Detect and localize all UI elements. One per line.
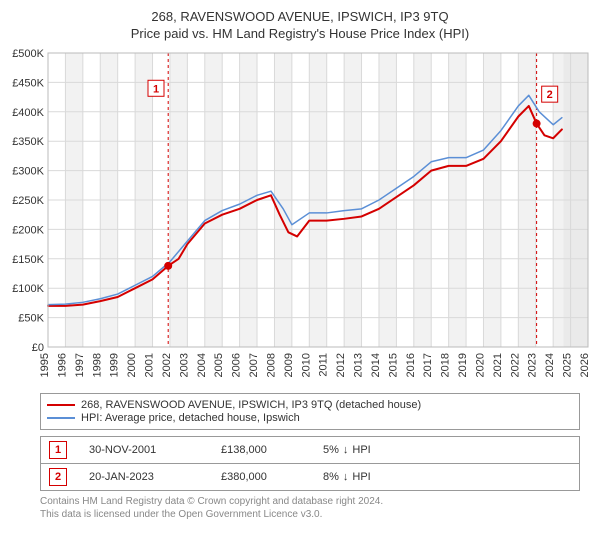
footer-attribution: Contains HM Land Registry data © Crown c… (40, 495, 580, 521)
svg-text:2001: 2001 (144, 353, 156, 377)
svg-text:2013: 2013 (353, 353, 365, 377)
legend-item: HPI: Average price, detached house, Ipsw… (47, 412, 573, 424)
svg-text:2006: 2006 (231, 353, 243, 377)
svg-text:£400K: £400K (12, 106, 44, 118)
table-row: 1 30-NOV-2001 £138,000 5% ↓ HPI (41, 437, 579, 463)
legend-item: 268, RAVENSWOOD AVENUE, IPSWICH, IP3 9TQ… (47, 399, 573, 411)
svg-text:2011: 2011 (318, 353, 330, 377)
chart-container: 268, RAVENSWOOD AVENUE, IPSWICH, IP3 9TQ… (0, 0, 600, 521)
svg-text:£500K: £500K (12, 48, 44, 60)
svg-text:£300K: £300K (12, 165, 44, 177)
down-arrow-icon: ↓ (343, 444, 349, 456)
svg-text:2008: 2008 (265, 353, 277, 377)
legend: 268, RAVENSWOOD AVENUE, IPSWICH, IP3 9TQ… (40, 393, 580, 430)
svg-text:2002: 2002 (161, 353, 173, 377)
sale-date: 30-NOV-2001 (89, 444, 199, 456)
svg-text:2020: 2020 (474, 353, 486, 377)
sale-delta: 8% ↓ HPI (323, 471, 371, 483)
svg-text:2021: 2021 (492, 353, 504, 377)
chart-title: 268, RAVENSWOOD AVENUE, IPSWICH, IP3 9TQ (0, 8, 600, 26)
svg-text:1: 1 (153, 83, 159, 95)
svg-text:2012: 2012 (335, 353, 347, 377)
svg-text:1995: 1995 (39, 353, 51, 377)
sale-price: £138,000 (221, 444, 301, 456)
svg-text:2003: 2003 (178, 353, 190, 377)
svg-text:2014: 2014 (370, 353, 382, 377)
svg-text:2018: 2018 (440, 353, 452, 377)
svg-text:2019: 2019 (457, 353, 469, 377)
sale-points-table: 1 30-NOV-2001 £138,000 5% ↓ HPI 2 20-JAN… (40, 436, 580, 491)
svg-text:1999: 1999 (109, 353, 121, 377)
svg-text:£200K: £200K (12, 224, 44, 236)
svg-text:£250K: £250K (12, 195, 44, 207)
svg-text:2024: 2024 (544, 353, 556, 377)
svg-text:2026: 2026 (579, 353, 591, 377)
chart-subtitle: Price paid vs. HM Land Registry's House … (0, 26, 600, 41)
svg-text:2004: 2004 (196, 353, 208, 377)
svg-text:1996: 1996 (56, 353, 68, 377)
svg-text:2015: 2015 (387, 353, 399, 377)
sale-price: £380,000 (221, 471, 301, 483)
svg-text:2005: 2005 (213, 353, 225, 377)
svg-text:2007: 2007 (248, 353, 260, 377)
svg-text:£100K: £100K (12, 283, 44, 295)
svg-text:1998: 1998 (91, 353, 103, 377)
svg-text:£450K: £450K (12, 77, 44, 89)
svg-text:£350K: £350K (12, 136, 44, 148)
svg-text:2010: 2010 (300, 353, 312, 377)
table-row: 2 20-JAN-2023 £380,000 8% ↓ HPI (41, 463, 579, 490)
legend-label: HPI: Average price, detached house, Ipsw… (81, 412, 300, 424)
svg-text:2016: 2016 (405, 353, 417, 377)
svg-text:2025: 2025 (562, 353, 574, 377)
svg-text:£50K: £50K (18, 312, 44, 324)
sale-delta: 5% ↓ HPI (323, 444, 371, 456)
down-arrow-icon: ↓ (343, 471, 349, 483)
svg-text:2023: 2023 (527, 353, 539, 377)
svg-text:2000: 2000 (126, 353, 138, 377)
svg-text:£0: £0 (32, 342, 44, 354)
svg-text:£150K: £150K (12, 253, 44, 265)
line-chart: £0 £50K £100K £150K £200K £250K £300K £350K £400… (0, 47, 600, 387)
legend-swatch (47, 404, 75, 406)
svg-text:2017: 2017 (422, 353, 434, 377)
legend-label: 268, RAVENSWOOD AVENUE, IPSWICH, IP3 9TQ… (81, 399, 421, 411)
legend-swatch (47, 417, 75, 419)
svg-text:2009: 2009 (283, 353, 295, 377)
marker-badge: 2 (49, 468, 67, 486)
marker-badge: 1 (49, 441, 67, 459)
svg-text:1997: 1997 (74, 353, 86, 377)
svg-text:2: 2 (547, 89, 553, 101)
sale-date: 20-JAN-2023 (89, 471, 199, 483)
svg-text:2022: 2022 (509, 353, 521, 377)
